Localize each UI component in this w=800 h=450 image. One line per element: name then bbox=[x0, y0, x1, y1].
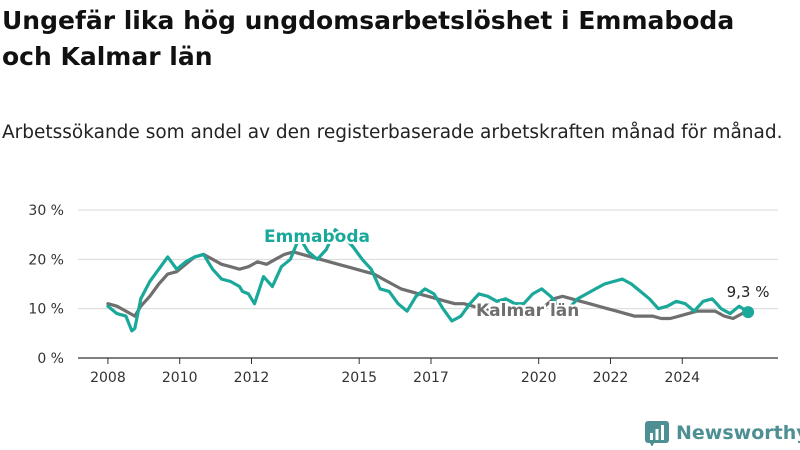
series-labels: 9,3 % Emmaboda Kalmar län bbox=[262, 225, 770, 323]
gridlines bbox=[78, 209, 778, 359]
end-value-label: 9,3 % bbox=[727, 283, 770, 301]
x-tick-label: 2008 bbox=[90, 370, 126, 386]
x-tick-label: 2020 bbox=[521, 370, 557, 386]
series-line-emmaboda bbox=[106, 228, 750, 333]
y-tick-label: 0 % bbox=[37, 351, 64, 367]
series-name-label: Kalmar län bbox=[476, 301, 579, 321]
end-point-marker bbox=[742, 306, 755, 319]
newsworthy-logo-icon bbox=[645, 421, 669, 446]
x-tick-label: 2017 bbox=[413, 370, 449, 386]
y-axis-ticks: 0 % 10 % 20 % 30 % bbox=[28, 203, 64, 367]
x-tick-label: 2010 bbox=[162, 370, 198, 386]
series-line-kalmar-lan bbox=[106, 250, 750, 321]
series-name-label: Emmaboda bbox=[264, 227, 370, 247]
y-tick-label: 10 % bbox=[28, 302, 64, 318]
chart-subtitle: Arbetssökande som andel av den registerb… bbox=[2, 122, 783, 143]
y-tick-label: 20 % bbox=[28, 252, 64, 268]
y-tick-label: 30 % bbox=[28, 203, 64, 219]
brand-name: Newsworthy bbox=[676, 422, 800, 444]
x-axis-ticks: 2008 2010 2012 2015 2017 2020 2022 2024 bbox=[90, 358, 700, 386]
x-tick-label: 2012 bbox=[234, 370, 270, 386]
x-tick-label: 2015 bbox=[341, 370, 377, 386]
x-tick-label: 2022 bbox=[593, 370, 629, 386]
line-chart: 0 % 10 % 20 % 30 % 2008 2010 2012 2015 2017 2020… bbox=[28, 203, 778, 386]
series-lines bbox=[106, 228, 750, 333]
brand-logo: Newsworthy bbox=[644, 418, 800, 448]
chart-title: Ungefär lika hög ungdomsarbetslöshet i E… bbox=[2, 6, 735, 71]
x-tick-label: 2024 bbox=[664, 370, 700, 386]
